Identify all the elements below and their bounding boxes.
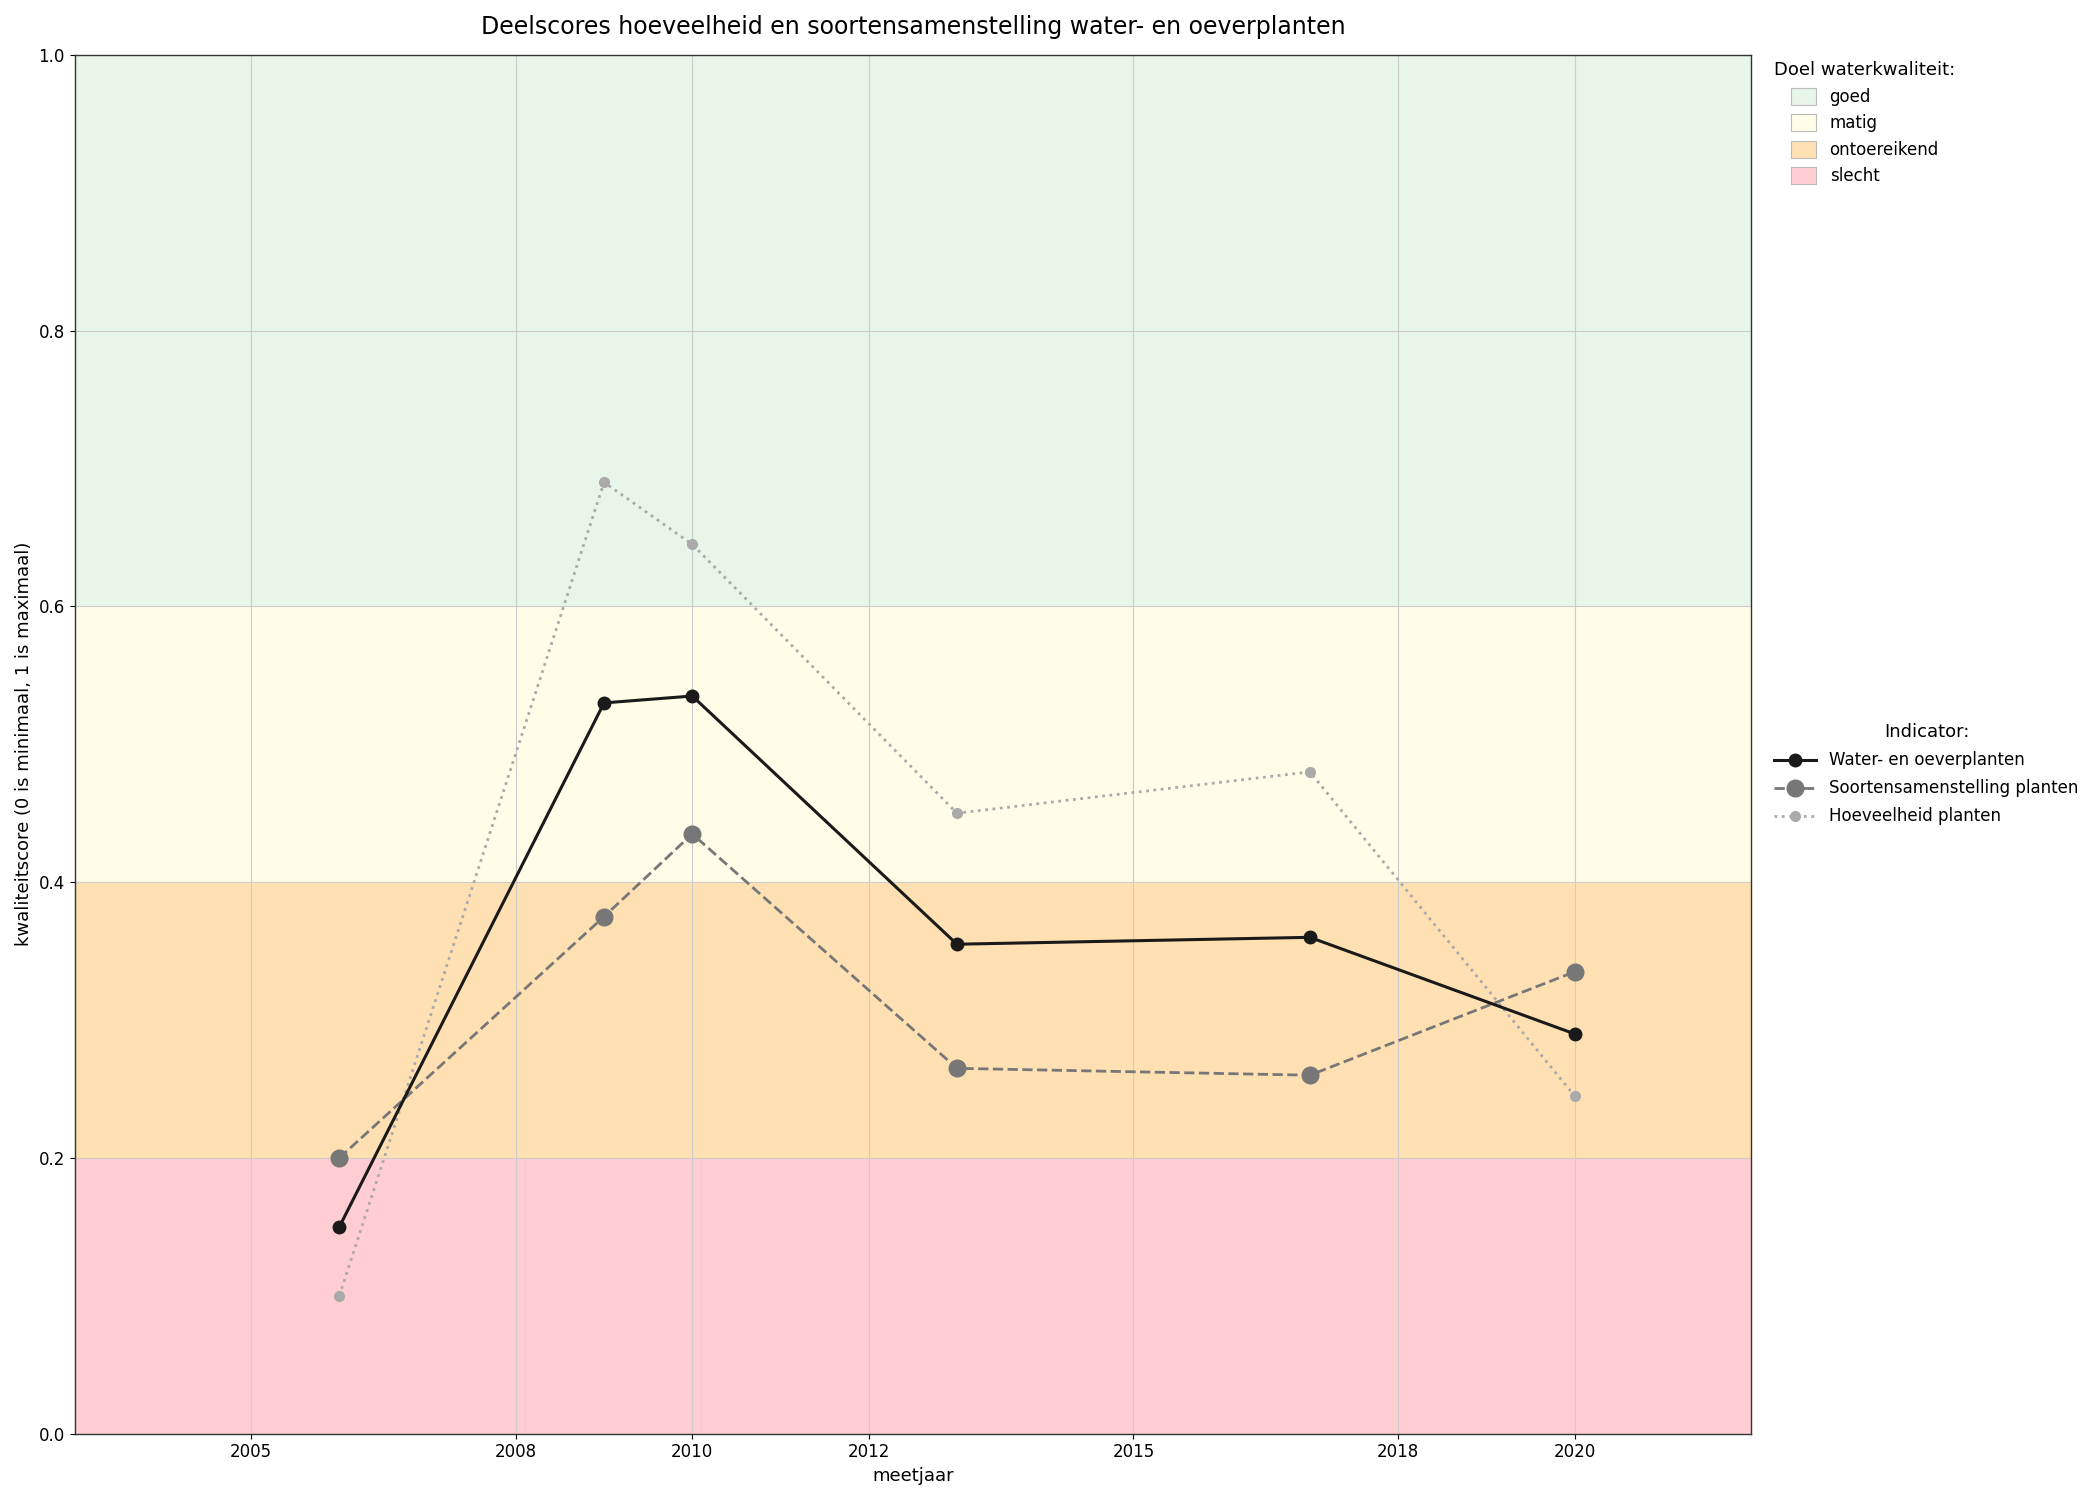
Bar — [76, 56, 1751, 606]
Bar — [76, 1158, 1751, 1434]
Legend: Water- en oeverplanten, Soortensamenstelling planten, Hoeveelheid planten: Water- en oeverplanten, Soortensamenstel… — [1768, 717, 2085, 833]
X-axis label: meetjaar: meetjaar — [872, 1467, 953, 1485]
Title: Deelscores hoeveelheid en soortensamenstelling water- en oeverplanten: Deelscores hoeveelheid en soortensamenst… — [481, 15, 1346, 39]
Bar — [76, 882, 1751, 1158]
Y-axis label: kwaliteitscore (0 is minimaal, 1 is maximaal): kwaliteitscore (0 is minimaal, 1 is maxi… — [15, 542, 34, 946]
Bar — [76, 606, 1751, 882]
